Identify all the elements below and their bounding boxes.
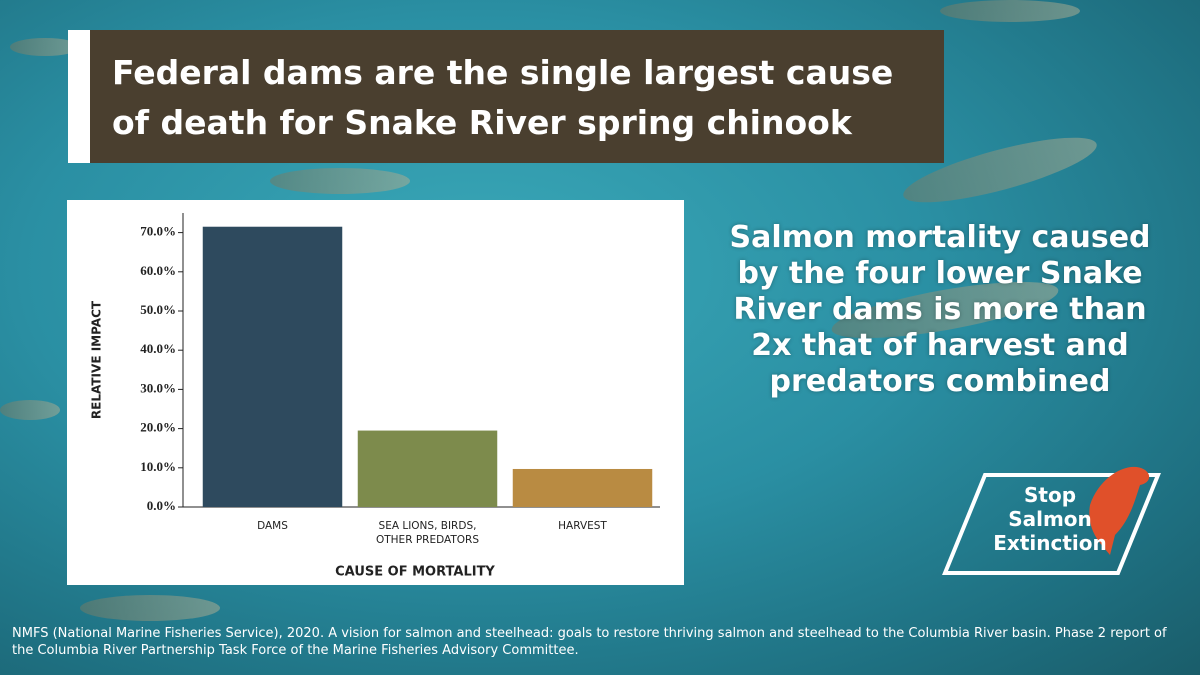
y-tick-label: 0.0% — [147, 498, 176, 513]
title-box — [68, 30, 944, 163]
y-tick-label: 70.0% — [140, 224, 176, 239]
y-tick-label: 30.0% — [140, 380, 176, 395]
x-tick-label: HARVEST — [558, 520, 607, 532]
x-axis-label: CAUSE OF MORTALITY — [335, 565, 495, 580]
y-tick-label: 10.0% — [140, 459, 176, 474]
title-accent — [68, 30, 90, 163]
x-tick-label: SEA LIONS, BIRDS, OTHER PREDATORS — [375, 520, 479, 546]
fish-image — [80, 595, 220, 621]
y-axis-label: RELATIVE IMPACT — [90, 300, 104, 419]
fish-image — [270, 168, 410, 194]
callout: Salmon mortality caused by the four lowe… — [729, 220, 1151, 399]
y-tick-label: 60.0% — [140, 263, 176, 278]
fish-image — [0, 400, 60, 420]
x-tick-label: DAMS — [257, 520, 288, 532]
bar — [512, 468, 653, 507]
chart-panel — [67, 200, 684, 585]
chart: RELATIVE IMPACT CAUSE OF MORTALITY 0.0% 1… — [90, 213, 660, 580]
fish-image — [940, 0, 1080, 22]
bar — [202, 226, 343, 507]
y-tick-label: 50.0% — [140, 302, 176, 317]
citation: NMFS (National Marine Fisheries Service)… — [12, 626, 1167, 658]
logo-border — [942, 473, 1161, 575]
y-tick-label: 40.0% — [140, 341, 176, 356]
title: Federal dams are the single largest caus… — [112, 53, 894, 142]
logo-salmon — [1089, 466, 1150, 555]
logo-frame — [942, 466, 1161, 575]
logo-text: Stop Salmon Extinction — [993, 483, 1107, 555]
bar — [357, 430, 498, 507]
y-tick-label: 20.0% — [140, 420, 176, 435]
fish-image — [10, 38, 80, 56]
